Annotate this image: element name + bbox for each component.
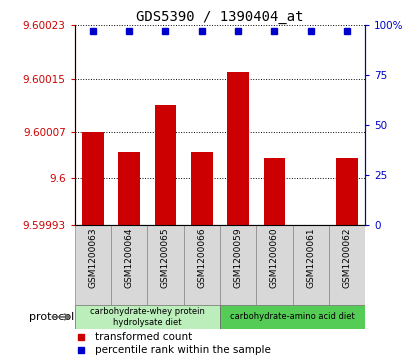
Text: GSM1200063: GSM1200063: [88, 227, 98, 288]
Bar: [147, 225, 183, 305]
Text: protocol: protocol: [29, 312, 75, 322]
Text: carbohydrate-whey protein
hydrolysate diet: carbohydrate-whey protein hydrolysate di…: [90, 307, 205, 327]
Text: transformed count: transformed count: [95, 331, 192, 342]
Bar: [118, 152, 140, 225]
Text: GSM1200059: GSM1200059: [234, 227, 243, 288]
Text: carbohydrate-amino acid diet: carbohydrate-amino acid diet: [230, 313, 355, 322]
Bar: [227, 72, 249, 225]
Bar: [336, 158, 358, 225]
Bar: [220, 225, 256, 305]
Bar: [191, 152, 212, 225]
Bar: [293, 225, 329, 305]
Bar: [264, 158, 285, 225]
Bar: [183, 225, 220, 305]
Title: GDS5390 / 1390404_at: GDS5390 / 1390404_at: [136, 11, 304, 24]
Bar: [220, 305, 365, 329]
Text: GSM1200060: GSM1200060: [270, 227, 279, 288]
Bar: [256, 225, 293, 305]
Bar: [82, 132, 104, 225]
Bar: [111, 225, 147, 305]
Text: percentile rank within the sample: percentile rank within the sample: [95, 346, 271, 355]
Text: GSM1200064: GSM1200064: [124, 227, 134, 288]
Bar: [154, 105, 176, 225]
Text: GSM1200066: GSM1200066: [197, 227, 206, 288]
Text: GSM1200065: GSM1200065: [161, 227, 170, 288]
Text: GSM1200061: GSM1200061: [306, 227, 315, 288]
Bar: [75, 305, 220, 329]
Bar: [329, 225, 365, 305]
Text: GSM1200062: GSM1200062: [342, 227, 352, 288]
Bar: [75, 225, 111, 305]
